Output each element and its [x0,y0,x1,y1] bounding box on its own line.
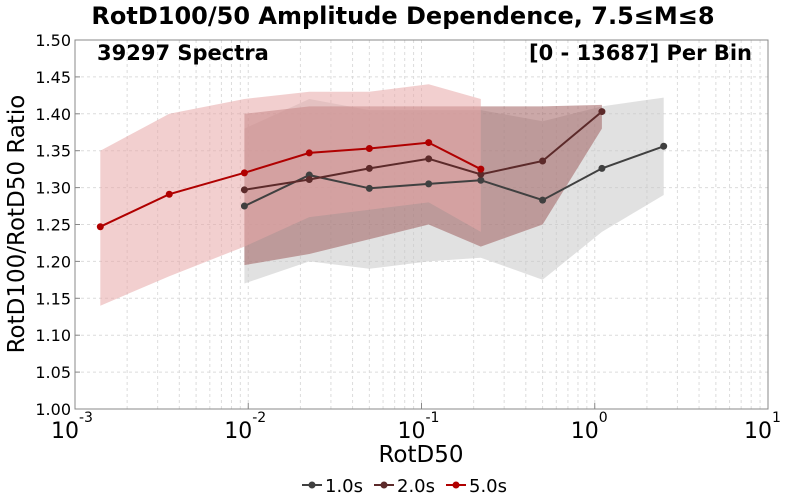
data-point-1.0s [660,142,668,150]
y-tick-label: 1.45 [35,68,71,87]
data-point-5.0s [165,190,173,198]
data-point-1.0s [477,176,485,184]
y-tick-label: 1.40 [35,105,71,124]
legend-label-1.0s: 1.0s [325,476,363,497]
y-tick-label: 1.10 [35,326,71,345]
data-point-5.0s [365,144,373,152]
data-point-1.0s [539,196,547,204]
y-tick-label: 1.05 [35,363,71,382]
legend-marker-5.0s [452,481,460,489]
data-point-1.0s [425,180,433,188]
uncertainty-bands [100,84,664,306]
y-tick-label: 1.35 [35,142,71,161]
data-point-5.0s [425,139,433,147]
series-points [96,108,668,231]
data-point-2.0s [425,155,433,163]
data-point-2.0s [598,108,606,116]
y-tick-label: 1.15 [35,289,71,308]
data-point-2.0s [365,164,373,172]
data-point-5.0s [477,165,485,173]
y-tick-label: 1.20 [35,252,71,271]
x-tick-base: 10 [571,419,599,444]
data-point-2.0s [305,175,313,183]
legend-label-2.0s: 2.0s [397,476,435,497]
x-tick-exponent: -3 [79,410,93,426]
data-point-2.0s [477,170,485,178]
legend: 1.0s 2.0s 5.0s [302,476,507,497]
x-tick-exponent: 0 [599,410,608,426]
x-axis-label: RotD50 [378,442,463,468]
data-point-5.0s [305,149,313,157]
x-tick-base: 10 [51,419,79,444]
chart-title: RotD100/50 Amplitude Dependence, 7.5≤M≤8 [91,2,714,30]
x-tick-exponent: -1 [426,410,440,426]
x-tick-exponent: 1 [772,410,781,426]
y-tick-label: 1.50 [35,31,71,50]
legend-marker-1.0s [308,481,316,489]
data-point-1.0s [598,164,606,172]
y-tick-label: 1.30 [35,179,71,198]
data-point-1.0s [240,202,248,210]
band-5.0s [100,84,481,306]
legend-label-5.0s: 5.0s [469,476,507,497]
y-axis-label: RotD100/RotD50 Ratio [4,95,30,354]
y-axis-ticks: 1.00 1.05 1.10 1.15 1.20 1.25 1.30 1.35 1.40 1.45… [35,31,80,419]
x-tick-base: 10 [398,419,426,444]
annotation-spectra: 39297 Spectra [97,41,269,65]
data-point-5.0s [96,223,104,231]
annotation-per-bin: [0 - 13687] Per Bin [529,41,752,65]
data-point-1.0s [365,184,373,192]
x-tick-exponent: -2 [252,410,266,426]
data-point-5.0s [240,169,248,177]
data-point-2.0s [240,186,248,194]
y-tick-label: 1.25 [35,216,71,235]
data-point-2.0s [539,157,547,165]
x-tick-base: 10 [744,419,772,444]
y-tick-label: 1.00 [35,400,71,419]
x-tick-base: 10 [224,419,252,444]
legend-marker-2.0s [380,481,388,489]
